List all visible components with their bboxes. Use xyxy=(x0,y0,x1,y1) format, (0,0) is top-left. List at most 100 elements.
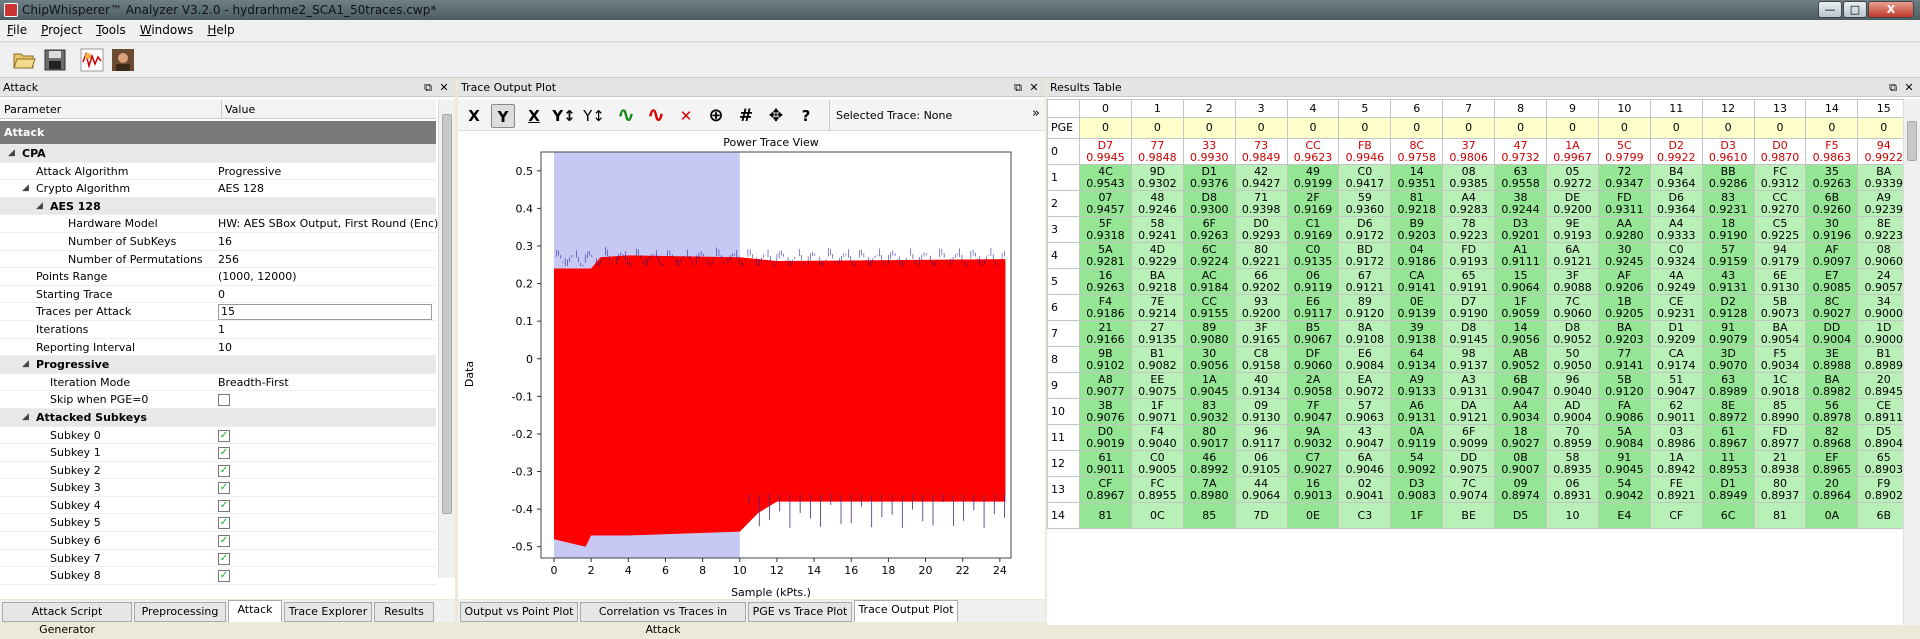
expand-arrow-icon[interactable]: ◢ xyxy=(22,411,29,422)
result-cell[interactable]: AA 0.9280 xyxy=(1597,216,1651,243)
y-autoscale-icon[interactable]: Y↕ xyxy=(552,107,576,125)
result-cell[interactable]: 06 0.9119 xyxy=(1286,268,1340,295)
result-cell[interactable]: 5A 0.9084 xyxy=(1597,424,1651,451)
param-value[interactable]: 16 xyxy=(218,234,232,248)
result-cell[interactable]: E6 0.9117 xyxy=(1286,294,1340,321)
result-cell[interactable]: D8 0.9145 xyxy=(1442,320,1496,347)
result-cell[interactable]: A3 0.9131 xyxy=(1442,372,1496,399)
column-header[interactable]: 15 xyxy=(1857,99,1911,118)
result-cell[interactable]: 57 0.9063 xyxy=(1338,398,1392,425)
result-cell[interactable]: 9A 0.9032 xyxy=(1286,424,1340,451)
result-cell[interactable]: DD 0.9004 xyxy=(1805,320,1859,347)
param-value[interactable]: 1 xyxy=(218,322,225,336)
result-cell[interactable]: 18 0.9027 xyxy=(1494,424,1548,451)
result-cell[interactable]: 40 0.9134 xyxy=(1234,372,1288,399)
result-cell[interactable]: AF 0.9206 xyxy=(1597,268,1651,295)
result-cell[interactable]: FA 0.9086 xyxy=(1597,398,1651,425)
result-cell[interactable]: 61 0.8967 xyxy=(1701,424,1755,451)
param-value[interactable]: 256 xyxy=(218,252,239,266)
save-icon[interactable] xyxy=(43,48,67,72)
param-row[interactable]: Hardware Model HW: AES SBox Output, First… xyxy=(0,215,438,233)
float-icon[interactable]: ⧉ xyxy=(1889,81,1897,94)
result-cell[interactable]: 3F 0.9165 xyxy=(1234,320,1288,347)
param-row[interactable]: Iteration Mode Breadth-First xyxy=(0,374,436,392)
result-cell[interactable]: 7A 0.8980 xyxy=(1182,476,1236,503)
open-folder-icon[interactable] xyxy=(12,48,36,72)
result-cell[interactable]: D1 0.9376 xyxy=(1182,164,1236,191)
param-checkbox[interactable]: ✓ xyxy=(218,517,230,530)
result-cell[interactable]: BB 0.9286 xyxy=(1701,164,1755,191)
result-cell[interactable]: 56 0.8978 xyxy=(1805,398,1859,425)
param-checkbox[interactable]: ✓ xyxy=(218,552,230,565)
result-cell[interactable]: 4D 0.9229 xyxy=(1130,242,1184,269)
param-value[interactable]: (1000, 12000) xyxy=(218,270,297,284)
result-cell[interactable]: 2F 0.9169 xyxy=(1286,190,1340,217)
result-cell[interactable]: D1 0.9209 xyxy=(1649,320,1703,347)
param-checkbox[interactable]: ✓ xyxy=(218,570,230,583)
param-checkbox[interactable]: ✓ xyxy=(218,499,230,512)
result-cell[interactable]: 66 0.9202 xyxy=(1234,268,1288,295)
result-cell[interactable]: 46 0.8992 xyxy=(1182,450,1236,477)
result-cell[interactable]: 80 0.9221 xyxy=(1234,242,1288,269)
expand-arrow-icon[interactable]: ◢ xyxy=(36,200,43,211)
result-cell[interactable]: C8 0.9158 xyxy=(1234,346,1288,373)
param-row[interactable]: Subkey 7 ✓ xyxy=(0,550,436,568)
result-cell[interactable]: 14 0.9056 xyxy=(1494,320,1548,347)
result-cell[interactable]: 5B 0.9073 xyxy=(1753,294,1807,321)
result-cell[interactable]: 1A 0.9967 xyxy=(1546,138,1599,165)
result-cell[interactable]: C0 0.9417 xyxy=(1338,164,1392,191)
result-cell[interactable]: FD 0.8977 xyxy=(1753,424,1807,451)
result-cell[interactable]: 8E 0.8972 xyxy=(1701,398,1755,425)
result-cell[interactable]: A9 0.9239 xyxy=(1857,190,1911,217)
result-cell[interactable]: 47 0.9732 xyxy=(1494,138,1548,165)
result-cell[interactable]: 06 0.8931 xyxy=(1546,476,1599,503)
column-header[interactable]: 8 xyxy=(1494,99,1548,118)
x-autoscale-icon[interactable]: X xyxy=(528,107,540,125)
result-cell[interactable]: 6E 0.9130 xyxy=(1753,268,1807,295)
result-cell[interactable]: 6B 0.9260 xyxy=(1805,190,1859,217)
result-cell[interactable]: 59 0.9360 xyxy=(1338,190,1392,217)
expand-arrow-icon[interactable]: ◢ xyxy=(8,148,15,158)
crosshair-icon[interactable]: ⊕ xyxy=(708,105,724,126)
result-cell[interactable]: CE 0.8911 xyxy=(1857,398,1911,425)
result-cell[interactable]: DD 0.9075 xyxy=(1442,450,1496,477)
result-cell[interactable]: 16 0.9013 xyxy=(1286,476,1340,503)
result-cell[interactable]: 93 0.9200 xyxy=(1234,294,1288,321)
result-cell[interactable]: BA 0.9218 xyxy=(1130,268,1184,295)
result-cell[interactable]: D3 0.9610 xyxy=(1701,138,1755,165)
result-cell[interactable]: 3F 0.9088 xyxy=(1546,268,1599,295)
param-value[interactable]: 0 xyxy=(218,287,225,301)
result-cell[interactable]: 89 0.9120 xyxy=(1338,294,1392,321)
param-row[interactable]: Subkey 2 ✓ xyxy=(0,462,436,480)
param-value[interactable]: 10 xyxy=(218,340,232,354)
result-cell[interactable]: DF 0.9060 xyxy=(1286,346,1340,373)
result-cell[interactable]: D3 0.9201 xyxy=(1494,216,1548,243)
result-cell[interactable]: D6 0.9364 xyxy=(1649,190,1703,217)
result-cell[interactable]: 09 0.8974 xyxy=(1494,476,1548,503)
result-cell[interactable]: 96 0.9040 xyxy=(1546,372,1599,399)
tab-output-vs-point-plot[interactable]: Output vs Point Plot xyxy=(460,602,578,622)
result-cell[interactable]: 38 0.9244 xyxy=(1494,190,1548,217)
menu-windows[interactable]: Windows xyxy=(139,23,194,37)
result-cell[interactable]: 67 0.9121 xyxy=(1338,268,1392,295)
result-cell[interactable]: 5C 0.9799 xyxy=(1597,138,1651,165)
result-cell[interactable]: 80 0.8937 xyxy=(1753,476,1807,503)
param-row[interactable]: Subkey 5 ✓ xyxy=(0,514,436,533)
result-cell[interactable]: 0E xyxy=(1286,502,1340,529)
result-cell[interactable]: CF 0.8967 xyxy=(1079,476,1132,503)
result-cell[interactable]: 39 0.9138 xyxy=(1390,320,1444,347)
help-icon[interactable]: ? xyxy=(801,107,811,125)
result-cell[interactable]: D6 0.9172 xyxy=(1338,216,1392,243)
result-cell[interactable]: 96 0.9117 xyxy=(1234,424,1288,451)
result-cell[interactable]: 63 0.9558 xyxy=(1494,164,1548,191)
result-cell[interactable]: D0 0.9019 xyxy=(1079,424,1132,451)
param-row[interactable]: Iterations 1 xyxy=(0,321,436,339)
result-cell[interactable]: F5 0.9034 xyxy=(1753,346,1807,373)
result-cell[interactable]: 0A xyxy=(1805,502,1859,529)
result-cell[interactable]: 94 0.9922 xyxy=(1857,138,1911,165)
grid-icon[interactable]: # xyxy=(738,106,754,126)
result-cell[interactable]: 6A 0.9121 xyxy=(1546,242,1599,269)
result-cell[interactable]: B1 0.9082 xyxy=(1130,346,1184,373)
result-cell[interactable]: CE 0.9231 xyxy=(1649,294,1703,321)
result-cell[interactable]: 82 0.8968 xyxy=(1805,424,1859,451)
